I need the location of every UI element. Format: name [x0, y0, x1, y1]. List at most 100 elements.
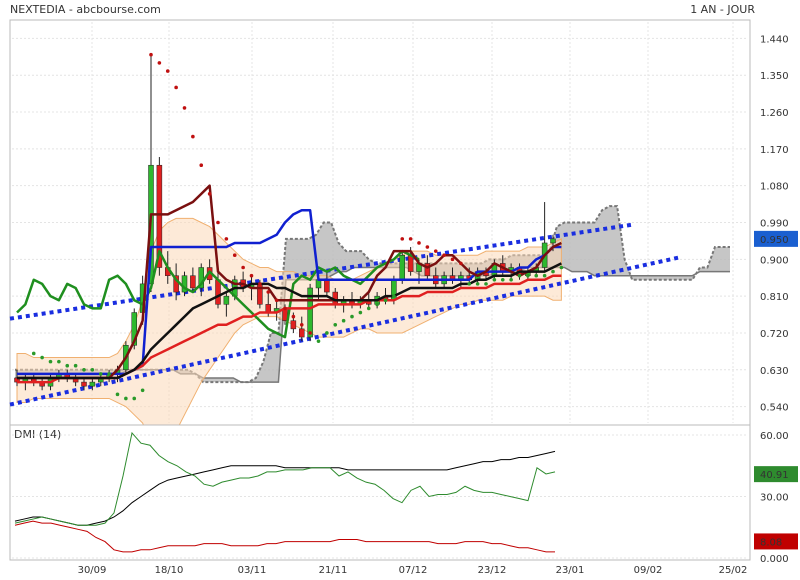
dmi-series-line	[14, 450, 556, 526]
sar-dot	[157, 61, 162, 65]
dmi-value-label: 8.08	[760, 537, 782, 548]
sar-dot	[115, 392, 120, 397]
sar-dot	[73, 363, 78, 368]
sar-dot	[459, 261, 463, 266]
candle-body	[198, 267, 204, 289]
dmi-tick-label: 30.00	[760, 493, 789, 504]
dmi-series-line	[14, 520, 555, 553]
date-tick-label: 18/10	[155, 565, 184, 576]
dmi-value-label: 40.91	[760, 470, 789, 481]
sar-dot	[299, 322, 304, 327]
sar-dot	[207, 192, 212, 196]
candle-body	[89, 381, 96, 387]
sar-dot	[249, 273, 254, 278]
sar-dot	[291, 314, 296, 319]
sar-dot	[90, 368, 95, 372]
sar-dot	[316, 339, 321, 343]
candle-body	[290, 320, 297, 330]
period-label: 1 AN - JOUR	[690, 3, 755, 16]
candle-body	[131, 312, 137, 346]
dmi-grid	[12, 434, 748, 559]
sar-dot	[216, 220, 220, 225]
dmi-value-badge	[754, 466, 798, 483]
sar-dot	[274, 298, 279, 303]
date-tick-label: 25/02	[719, 565, 748, 576]
sar-dot	[442, 253, 446, 258]
candle-body	[299, 328, 305, 338]
sar-dot	[325, 331, 329, 335]
candle-body	[307, 287, 313, 338]
last-price-label: 0.950	[760, 235, 789, 246]
price-tick-label: 1.260	[760, 108, 789, 119]
sar-dot	[551, 269, 555, 274]
sar-dot	[408, 237, 413, 241]
price-tick-label: 1.080	[760, 182, 789, 193]
sar-dot	[467, 282, 472, 286]
sar-dot	[149, 52, 153, 57]
price-tick-label: 0.630	[760, 366, 789, 377]
sar-dot	[350, 314, 354, 319]
dmi-tick-label: 0.000	[760, 554, 789, 565]
sar-dot	[509, 277, 513, 282]
sar-dot	[484, 282, 488, 286]
sar-dot	[232, 253, 237, 258]
sar-dot	[492, 277, 497, 282]
sar-dot	[433, 249, 438, 253]
dmi-tick-label: 60.00	[760, 431, 789, 442]
sar-dot	[392, 294, 396, 298]
sar-dot	[475, 282, 480, 286]
sar-dot	[182, 106, 187, 110]
sar-dot	[283, 306, 287, 311]
sar-dot	[57, 359, 61, 364]
sar-dot	[417, 241, 421, 245]
date-tick-label: 23/01	[556, 565, 585, 576]
price-plot	[9, 52, 730, 449]
date-tick-label: 09/02	[634, 565, 663, 576]
date-tick-label: 03/11	[238, 565, 267, 576]
price-tick-label: 0.990	[760, 219, 789, 230]
sar-dot	[333, 322, 338, 327]
sar-dot	[425, 245, 430, 249]
candle-body	[407, 254, 414, 272]
date-tick-label: 30/09	[78, 565, 107, 576]
price-tick-label: 0.720	[760, 329, 789, 340]
sar-dot	[191, 134, 195, 139]
sar-dot	[559, 265, 564, 270]
dmi-value-badge	[754, 533, 798, 550]
dmi-plot	[14, 431, 556, 553]
sar-dot	[174, 85, 178, 90]
sar-dot	[40, 355, 44, 360]
sar-dot	[258, 282, 262, 286]
sar-dot	[124, 396, 128, 401]
dmi-series-line	[14, 431, 556, 526]
date-tick-label: 07/12	[399, 565, 428, 576]
date-tick-label: 21/11	[319, 565, 348, 576]
sar-dot	[542, 273, 547, 278]
dmi-axis: 60.00 30.00 0.000 40.91 8.08	[754, 431, 798, 565]
sar-dot	[341, 318, 346, 323]
sar-dot	[98, 372, 103, 376]
date-tick-label: 23/12	[478, 565, 507, 576]
chart-title: NEXTEDIA - abcbourse.com	[10, 3, 161, 16]
last-price-badge	[754, 230, 798, 247]
candle-body	[223, 295, 230, 305]
candle-body	[156, 164, 163, 268]
sar-dot	[358, 310, 363, 315]
sar-dot	[450, 257, 455, 262]
price-tick-label: 1.350	[760, 71, 789, 82]
sar-dot	[526, 273, 530, 278]
sar-dot	[31, 351, 36, 356]
sar-dot	[199, 163, 204, 168]
dmi-panel	[9, 424, 751, 561]
candle-body	[190, 275, 196, 289]
price-tick-label: 0.810	[760, 292, 789, 303]
candle-body	[215, 279, 221, 305]
date-axis: 30/09 18/10 03/11 21/11 07/12 23/12 23/01 09/02…	[78, 565, 748, 576]
sar-dot	[517, 273, 522, 278]
sar-dot	[383, 298, 388, 303]
sar-dot	[224, 237, 229, 241]
sar-dot	[82, 368, 86, 372]
price-tick-label: 1.440	[760, 34, 789, 45]
senkou-a-line	[15, 205, 730, 384]
